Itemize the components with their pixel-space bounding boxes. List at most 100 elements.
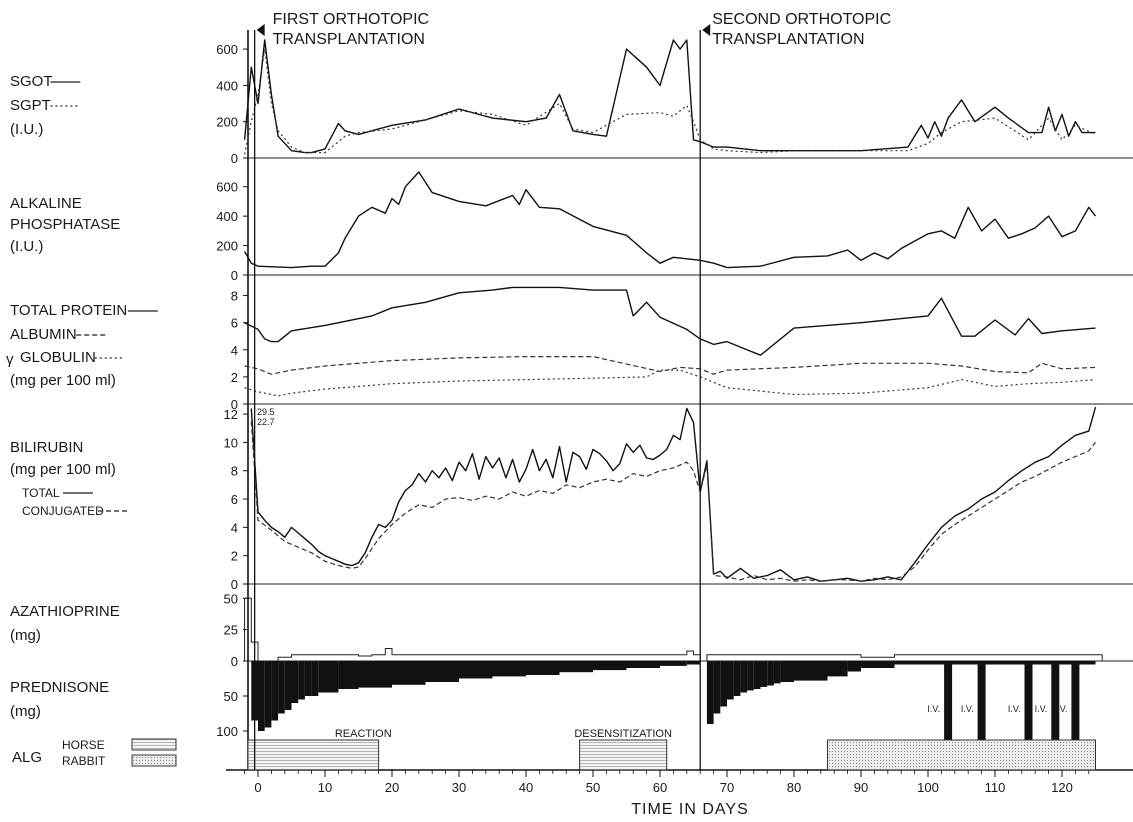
panel-label-proteins-0: TOTAL PROTEIN	[10, 302, 127, 319]
prednisone-bar	[278, 661, 285, 714]
azathioprine-steps	[244, 597, 1103, 662]
iv-pulse-label-2: I.V.	[1008, 704, 1021, 714]
x-tick-label: 50	[586, 780, 600, 795]
x-tick-label: 90	[854, 780, 868, 795]
event-arrow-1	[702, 24, 711, 36]
prednisone-bar	[706, 661, 714, 724]
prednisone-bar	[425, 661, 459, 682]
panel-label-bilirubin-1: (mg per 100 ml)	[10, 461, 116, 478]
prednisone-bar	[727, 661, 734, 700]
event-label-0-1: TRANSPLANTATION	[273, 31, 425, 48]
y-tick-label-prednisone: 100	[216, 724, 238, 739]
iv-pulse-bar-0	[944, 661, 953, 740]
series-layer: 29.522.7	[243, 39, 1097, 582]
panel-label-proteins-3: (mg per 100 ml)	[10, 372, 116, 389]
prednisone-bar	[492, 661, 526, 677]
prednisone-bar	[780, 661, 794, 682]
panel-axes	[226, 30, 1133, 771]
series-transaminases-sgot	[243, 39, 1096, 154]
iv-pulse-bar-3	[1051, 661, 1060, 740]
prednisone-bar	[526, 661, 560, 675]
event-label-1-0: SECOND ORTHOTOPIC	[712, 11, 891, 28]
prednisone-bar	[660, 661, 687, 666]
y-tick-label-proteins: 6	[231, 316, 238, 331]
offscale-label: 22.7	[257, 417, 275, 427]
alg-course-0	[247, 739, 380, 771]
gamma-symbol: γ	[6, 351, 14, 368]
prednisone-bar	[753, 661, 761, 689]
prednisone-bar	[686, 661, 701, 665]
prednisone-bar	[258, 661, 265, 731]
prednisone-bar	[747, 661, 754, 691]
prednisone-bar	[318, 661, 325, 693]
y-tick-label-bilirubin: 6	[231, 492, 238, 507]
y-tick-label-bilirubin: 10	[224, 435, 238, 450]
alg-course-2	[827, 739, 1096, 771]
iv-pulse-bar-2	[1024, 661, 1033, 740]
panel-labels: SGOT SGPT (I.U.) ALKALINE PHOSPHATASE (I.U.) T…	[6, 73, 177, 768]
alg-legend-swatch-rabbit	[131, 754, 177, 767]
offscale-label: 29.5	[257, 407, 275, 417]
x-tick-label: 20	[385, 780, 399, 795]
prednisone-bar	[767, 661, 774, 686]
prednisone-bar	[264, 661, 272, 728]
prednisone-bar	[559, 661, 593, 673]
alg-course-1	[579, 739, 668, 771]
panel-label-alk_phos-1: PHOSPHATASE	[10, 216, 120, 233]
prednisone-bar	[740, 661, 748, 693]
panel-label-transaminases-2: (I.U.)	[10, 121, 43, 138]
panel-label-transaminases-0: SGOT	[10, 73, 53, 90]
panel-label-alk_phos-0: ALKALINE	[10, 195, 82, 212]
prednisone-bar	[894, 661, 928, 665]
x-tick-label: 60	[653, 780, 667, 795]
transplant-events: FIRST ORTHOTOPIC TRANSPLANTATION SECOND OR…	[253, 11, 891, 770]
series-proteins-albumin	[244, 356, 1096, 375]
panel-label-transaminases-1: SGPT	[10, 97, 51, 114]
y-tick-label-bilirubin: 0	[231, 577, 238, 592]
prednisone-bar	[928, 661, 1096, 665]
x-tick-label: 110	[985, 780, 1006, 795]
y-tick-label-bilirubin: 2	[231, 549, 238, 564]
iv-pulse-label-3: I.V.	[1035, 704, 1048, 714]
alg-annotation-0: REACTION	[335, 728, 392, 740]
y-tick-label-prednisone: 50	[224, 689, 238, 704]
y-tick-label-transaminases: 400	[216, 78, 238, 93]
panel-label-proteins-1: ALBUMIN	[10, 326, 77, 343]
series-bilirubin-conjugated	[250, 421, 1096, 582]
prednisone-bar	[794, 661, 828, 681]
y-tick-label-bilirubin: 12	[224, 407, 238, 422]
prednisone-bar	[291, 661, 299, 703]
iv-pulse-bar-4	[1071, 661, 1080, 740]
y-tick-label-azathioprine: 0	[231, 654, 238, 669]
alg-annotation-1: DESENSITIZATION	[574, 728, 672, 740]
prednisone-bar	[392, 661, 426, 685]
iv-pulse-label-0: I.V.	[927, 704, 940, 714]
y-tick-label-proteins: 8	[231, 289, 238, 304]
y-tick-label-transaminases: 0	[231, 151, 238, 166]
panel-label-bilirubin-3: CONJUGATED	[22, 504, 104, 518]
y-tick-label-alk_phos: 400	[216, 209, 238, 224]
alg-label: ALG	[12, 749, 42, 766]
prednisone-bar	[827, 661, 848, 677]
series-proteins-total-protein	[244, 286, 1096, 356]
prednisone-bar	[271, 661, 279, 721]
panel-label-azathioprine-0: AZATHIOPRINE	[10, 603, 120, 620]
y-tick-label-proteins: 4	[231, 343, 238, 358]
x-tick-label: 70	[720, 780, 734, 795]
prednisone-bar	[733, 661, 741, 696]
series-bilirubin-total	[250, 406, 1097, 582]
iv-pulse-label-4: I.V.	[1055, 704, 1068, 714]
y-tick-label-bilirubin: 8	[231, 464, 238, 479]
prednisone-bar	[626, 661, 660, 668]
panel-label-bilirubin-2: TOTAL	[22, 486, 60, 500]
x-tick-label: 10	[318, 780, 332, 795]
prednisone-bar	[773, 661, 781, 684]
y-tick-label-alk_phos: 200	[216, 239, 238, 254]
x-tick-label: 30	[452, 780, 466, 795]
prednisone-bar	[304, 661, 312, 696]
x-tick-label: 40	[519, 780, 533, 795]
x-tick-label: 100	[917, 780, 939, 795]
prednisone-bar	[358, 661, 392, 688]
iv-pulse-label-1: I.V.	[961, 704, 974, 714]
